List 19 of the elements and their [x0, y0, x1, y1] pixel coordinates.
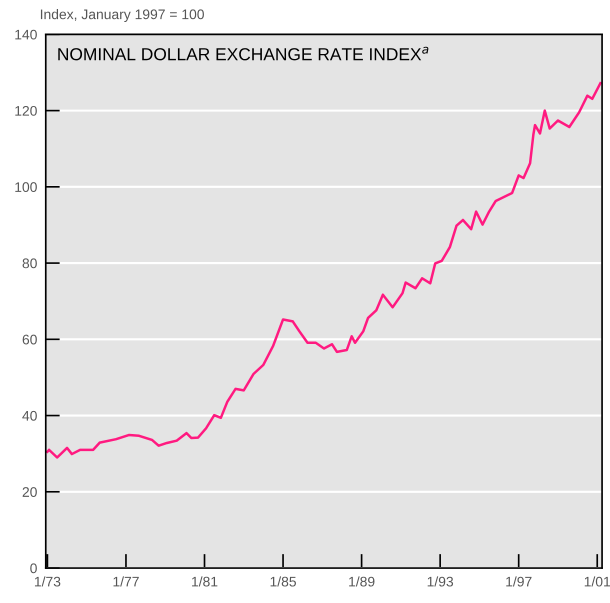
- x-tick-label: 1/77: [114, 576, 139, 587]
- x-tick-label: 1/73: [34, 576, 60, 587]
- y-tick-label: 40: [22, 410, 37, 421]
- x-tick-label: 1/89: [349, 576, 374, 587]
- y-tick-label: 80: [22, 258, 37, 268]
- x-tick-label: 1/97: [506, 576, 532, 587]
- y-tick-label: 60: [22, 334, 37, 344]
- y-axis-title: Index, January 1997 = 100: [40, 9, 204, 22]
- x-tick-label: 1/81: [192, 576, 218, 587]
- x-tick-label: 1/93: [428, 576, 454, 587]
- y-tick-label: 140: [15, 30, 37, 40]
- y-tick-label: 120: [15, 106, 37, 116]
- y-tick-label: 0: [30, 563, 37, 574]
- x-tick-label: 1/85: [270, 576, 296, 587]
- text: NOMINAL DOLLAR EXCHANGE RATE INDEX$^{a}$: [58, 46, 428, 60]
- x-tick-label: 1/01: [584, 576, 610, 587]
- line-series: [46, 82, 602, 459]
- y-tick-label: 20: [22, 487, 37, 497]
- y-tick-label: 100: [15, 182, 37, 192]
